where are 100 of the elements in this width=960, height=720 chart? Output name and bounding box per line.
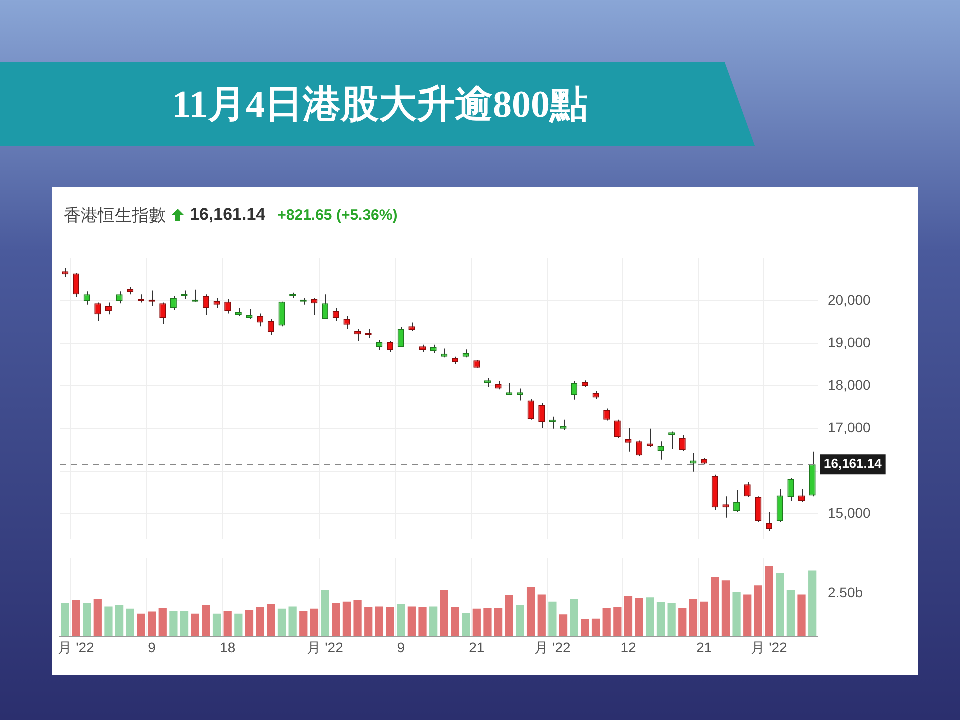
candlestick [116,291,123,304]
bar [711,577,720,638]
bar [776,574,784,638]
candlestick [614,419,621,439]
bar [61,603,70,638]
bar [321,590,330,638]
candlestick [668,431,676,450]
bar [505,595,514,638]
candlestick [538,402,546,428]
y-tick-label: 17,000 [828,420,872,436]
candlestick [766,512,773,532]
bar [180,611,189,638]
candlestick [604,408,610,422]
candlestick [365,328,372,339]
bar [516,605,524,638]
x-tick-label: 9 [397,639,406,656]
bar [342,602,352,638]
x-tick-label: 月 '22 [58,639,95,656]
bar [245,610,254,638]
chart-title: 11月4日港股大升逾800點 [171,82,589,128]
candlestick [571,381,578,400]
candlestick [202,294,210,316]
bar [722,580,730,638]
bar [430,606,438,638]
x-tick-label: 9 [148,639,156,656]
bar [732,592,741,638]
bar [375,606,384,638]
bar [332,603,340,638]
bar [364,608,373,638]
x-tick-label: 18 [220,639,236,656]
bar [451,608,460,638]
bar [602,608,611,638]
x-tick-label: 月 '22 [307,639,344,656]
bar [754,586,763,638]
bar [494,608,503,638]
bar [158,608,167,638]
bar [202,605,210,638]
bar [808,570,817,638]
bar [668,603,676,638]
candlestick [160,302,166,325]
candlestick [776,488,784,523]
candlestick [646,428,654,448]
bar [224,611,232,638]
bar [559,614,568,638]
bar [624,596,633,638]
bar [484,608,492,638]
bar [592,618,600,638]
bar [137,614,146,638]
candlestick [549,416,556,430]
bar [83,603,92,638]
candlestick [278,301,286,328]
text: 2.50b [828,584,864,600]
text: 16,161.14 [190,205,266,225]
bar [256,608,264,638]
candlestick [788,478,794,502]
x-tick-label: 月 '22 [751,639,788,656]
candlestick [516,388,524,402]
candlestick [332,308,340,322]
candlestick [72,272,80,298]
bar [548,602,557,638]
y-tick-label: 19,000 [828,334,872,350]
bar [678,608,687,638]
candlestick [257,313,264,328]
bar [440,590,448,638]
bar [646,598,654,638]
bar [689,599,698,638]
bar [386,608,394,638]
bar [656,602,666,638]
bar [354,600,362,638]
x-tick-label: 12 [620,639,636,656]
bar [170,611,178,638]
bar [744,594,752,638]
candlestick [84,291,90,306]
bar [765,566,774,638]
bar [94,599,102,638]
candlestick [344,316,350,330]
bar [148,612,156,638]
bar [278,608,286,638]
bar [288,606,297,638]
candlestick [376,340,383,351]
x-tick-label: 月 '22 [534,639,571,656]
bar [786,590,795,638]
bar [104,606,113,638]
candlestick [690,453,697,472]
candlestick [94,302,102,322]
y-tick-label: 20,000 [828,292,872,308]
bar [191,614,200,638]
bar [581,620,590,638]
candlestick [755,496,762,523]
bar [635,598,644,638]
bar [126,608,134,638]
bar [472,608,481,638]
bar [267,604,276,638]
y-tick-label: 18,000 [828,377,872,394]
y-tick-label: 15,000 [828,504,872,521]
bar [310,608,319,638]
bar [700,602,708,638]
candlestick [625,427,632,452]
candlestick [798,488,806,503]
candlestick [214,298,220,309]
